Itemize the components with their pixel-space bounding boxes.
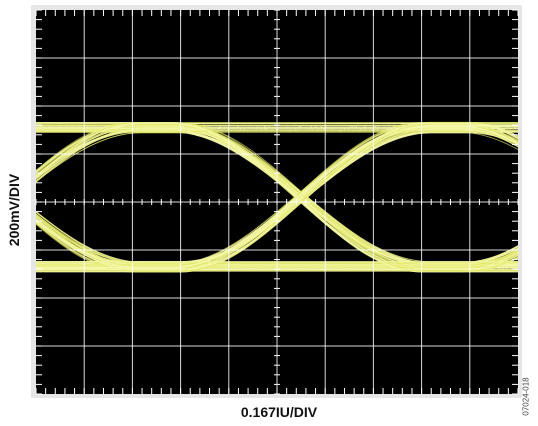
- eye-trace: [36, 125, 518, 173]
- eye-trace: [36, 123, 518, 272]
- noise-dot: [315, 126, 317, 128]
- eye-trace: [36, 212, 518, 264]
- graticule: [35, 9, 519, 395]
- eye-trace: [36, 131, 518, 144]
- eye-traces: [36, 121, 518, 273]
- figure-id-wrap: 07024-018: [519, 368, 533, 424]
- eye-trace: [36, 214, 518, 267]
- eye-trace: [36, 129, 518, 180]
- noise-dot: [331, 128, 333, 130]
- eye-trace: [36, 218, 518, 265]
- x-axis-label: 0.167IU/DIV: [240, 404, 318, 420]
- noise-dot: [364, 126, 366, 128]
- eye-trace: [36, 127, 518, 267]
- figure-id: 07024-018: [521, 376, 531, 416]
- eye-trace: [36, 122, 518, 144]
- eye-trace: [36, 127, 518, 267]
- eye-trace: [36, 128, 518, 266]
- eye-trace: [36, 123, 518, 271]
- eye-trace: [36, 128, 518, 266]
- eye-trace: [36, 126, 518, 146]
- eye-trace: [36, 124, 518, 270]
- eye-trace: [36, 130, 518, 180]
- eye-trace: [36, 122, 518, 178]
- eye-trace: [36, 131, 518, 264]
- eye-trace: [36, 218, 518, 268]
- eye-trace: [36, 122, 518, 273]
- eye-trace: [36, 131, 518, 151]
- noise-dot: [299, 126, 301, 128]
- eye-trace: [36, 126, 518, 269]
- eye-trace: [36, 219, 518, 267]
- eye-trace: [36, 129, 518, 266]
- eye-trace: [36, 123, 518, 272]
- eye-trace-group: [36, 121, 518, 273]
- y-axis-label: 200mV/DIV: [6, 173, 22, 247]
- noise-dot: [268, 126, 270, 128]
- eye-trace: [36, 129, 518, 265]
- eye-trace: [36, 123, 518, 271]
- eye-trace: [36, 122, 518, 273]
- eye-trace: [36, 122, 518, 273]
- y-axis-label-wrap: 200mV/DIV: [2, 150, 26, 270]
- eye-trace: [36, 254, 518, 270]
- eye-trace: [36, 126, 518, 268]
- noise-dot: [502, 268, 504, 270]
- noise-dot: [377, 126, 379, 128]
